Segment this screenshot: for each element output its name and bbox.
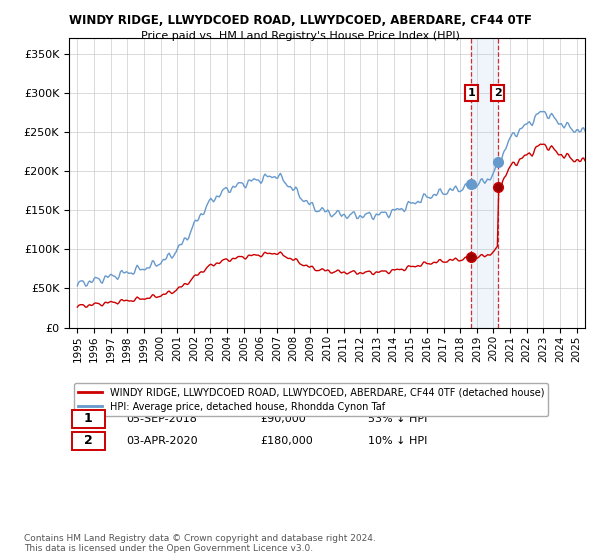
Text: 53% ↓ HPI: 53% ↓ HPI xyxy=(368,414,428,424)
Text: 1: 1 xyxy=(84,412,92,425)
Text: 1: 1 xyxy=(467,88,475,98)
Bar xyxy=(472,38,497,328)
Legend: WINDY RIDGE, LLWYDCOED ROAD, LLWYDCOED, ABERDARE, CF44 0TF (detached house), HPI: WINDY RIDGE, LLWYDCOED ROAD, LLWYDCOED, … xyxy=(74,383,548,416)
Text: £180,000: £180,000 xyxy=(260,436,313,446)
FancyBboxPatch shape xyxy=(71,432,105,450)
Text: WINDY RIDGE, LLWYDCOED ROAD, LLWYDCOED, ABERDARE, CF44 0TF: WINDY RIDGE, LLWYDCOED ROAD, LLWYDCOED, … xyxy=(68,14,532,27)
Text: Contains HM Land Registry data © Crown copyright and database right 2024.
This d: Contains HM Land Registry data © Crown c… xyxy=(24,534,376,553)
Text: Price paid vs. HM Land Registry's House Price Index (HPI): Price paid vs. HM Land Registry's House … xyxy=(140,31,460,41)
Text: 10% ↓ HPI: 10% ↓ HPI xyxy=(368,436,428,446)
Text: 2: 2 xyxy=(494,88,502,98)
Text: £90,000: £90,000 xyxy=(260,414,305,424)
FancyBboxPatch shape xyxy=(71,410,105,428)
Text: 2: 2 xyxy=(84,434,92,447)
Text: 05-SEP-2018: 05-SEP-2018 xyxy=(126,414,197,424)
Text: 03-APR-2020: 03-APR-2020 xyxy=(126,436,197,446)
